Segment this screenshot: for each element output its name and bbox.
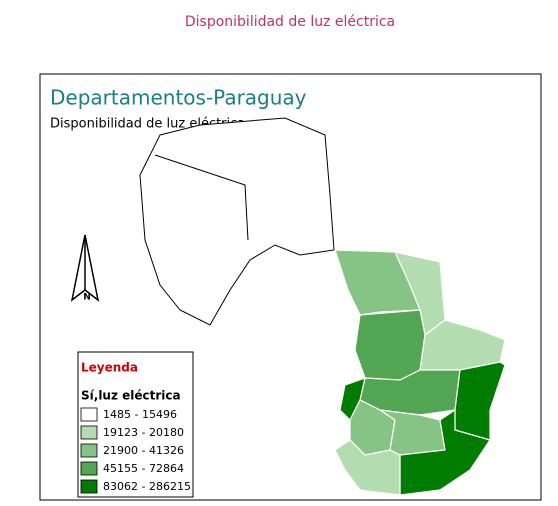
legend-label: 1485 - 15496 xyxy=(103,408,177,421)
department xyxy=(399,408,491,496)
map-title: Departamentos-Paraguay xyxy=(50,86,307,110)
north-arrow: N xyxy=(70,234,100,303)
north-label: N xyxy=(83,293,91,303)
legend: Leyenda Sí,luz eléctrica 1485 - 15496 191… xyxy=(77,351,194,498)
legend-swatch xyxy=(80,425,98,440)
legend-label: 21900 - 41326 xyxy=(103,444,184,457)
legend-swatch xyxy=(80,461,98,476)
chaco xyxy=(139,117,335,326)
legend-label: 19123 - 20180 xyxy=(103,426,184,439)
map xyxy=(139,117,506,496)
legend-swatch xyxy=(80,479,98,494)
legend-title: Leyenda xyxy=(81,361,138,375)
legend-label: 45155 - 72864 xyxy=(103,462,184,475)
department xyxy=(354,309,426,381)
legend-field: Sí,luz eléctrica xyxy=(81,389,181,403)
legend-swatch xyxy=(80,407,98,422)
page-title: Disponibilidad de luz eléctrica xyxy=(185,14,395,30)
legend-label: 83062 - 286215 xyxy=(103,480,191,493)
department xyxy=(334,439,401,496)
legend-swatch xyxy=(80,443,98,458)
